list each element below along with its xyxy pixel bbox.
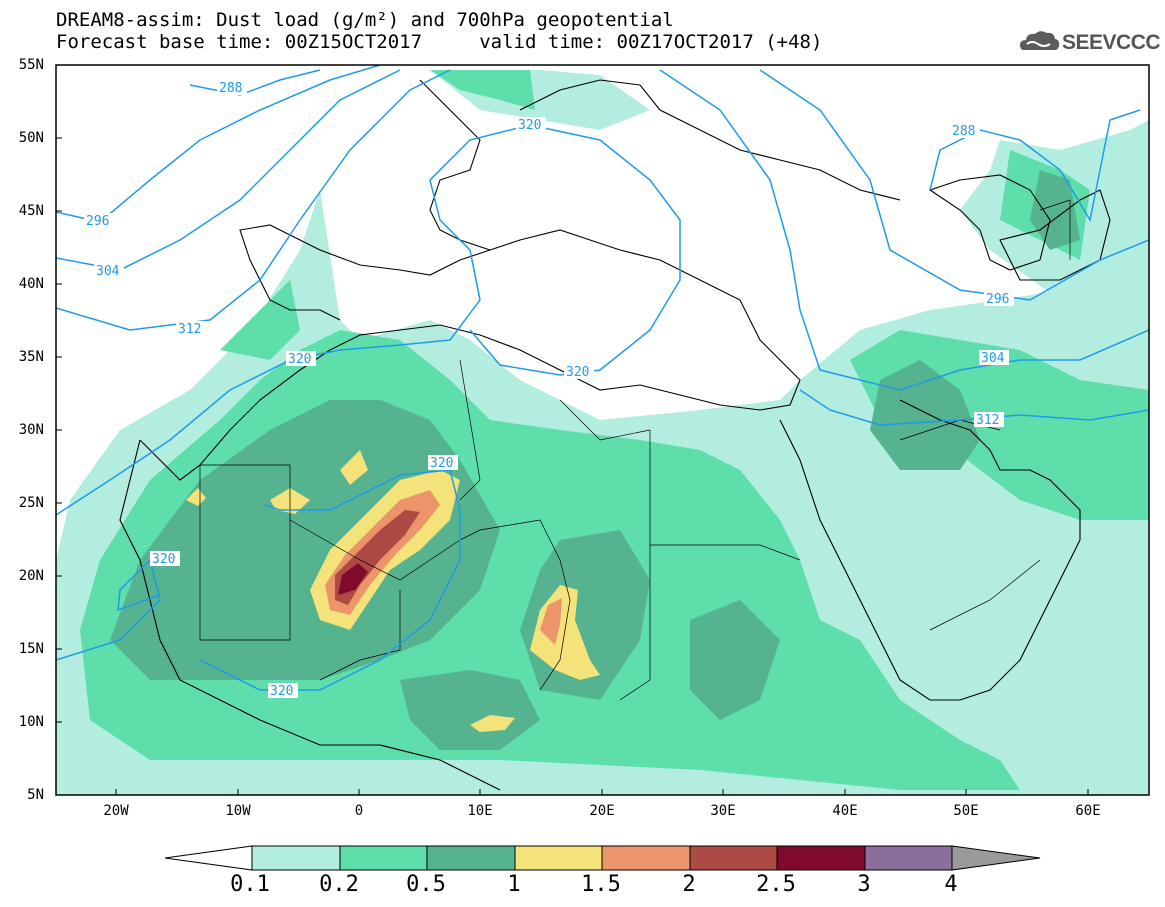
colorbar-bin [864, 845, 953, 871]
svg-text:320: 320 [288, 352, 311, 367]
contour-label-group: 288 296 304 312 320 320 320 320 320 320 … [84, 80, 1014, 699]
svg-text:320: 320 [152, 552, 175, 567]
colorbar-label: 0.5 [406, 872, 446, 897]
svg-text:288: 288 [952, 124, 975, 139]
svg-text:320: 320 [430, 456, 453, 471]
colorbar-bin [689, 845, 778, 871]
colorbar-label: 0.2 [319, 872, 359, 897]
lat-label: 50N [18, 130, 44, 146]
colorbar-label: 4 [944, 872, 958, 897]
lon-label: 40E [832, 803, 858, 819]
colorbar-bin [601, 845, 691, 871]
colorbar-label: 1.5 [581, 872, 621, 897]
lat-label: 15N [18, 641, 44, 657]
colorbar-bin [426, 845, 516, 871]
lat-label: 55N [18, 57, 44, 73]
colorbar-label: 0.1 [230, 872, 270, 897]
contour-label: 320 [516, 117, 546, 133]
colorbar-bin [514, 845, 603, 871]
contour-label: 320 [428, 455, 458, 471]
colorbar-bin [776, 845, 866, 871]
colorbar-label: 3 [857, 872, 871, 897]
lat-label: 35N [18, 349, 44, 365]
contour-label: 320 [150, 551, 180, 567]
contour-label: 304 [979, 350, 1009, 366]
svg-text:296: 296 [986, 292, 1009, 307]
contour-label: 312 [176, 321, 206, 337]
colorbar-label: 2 [682, 872, 696, 897]
lat-label: 5N [27, 787, 44, 803]
colorbar-arrow-low [164, 845, 253, 871]
contour-label: 288 [950, 123, 980, 139]
svg-text:320: 320 [518, 118, 541, 133]
lon-label: 20W [103, 803, 129, 819]
border-lines [199, 199, 1071, 701]
contour-label: 304 [94, 263, 124, 279]
contour-label: 320 [286, 351, 316, 367]
colorbar-arrow-high [951, 845, 1041, 871]
contour-label: 296 [84, 213, 114, 229]
contour-label: 288 [217, 80, 247, 96]
lat-label: 45N [18, 203, 44, 219]
lon-label: 0 [354, 803, 364, 819]
lat-label: 25N [18, 495, 44, 511]
svg-text:296: 296 [86, 214, 109, 229]
svg-text:320: 320 [566, 365, 589, 380]
colorbar-bin [251, 845, 341, 871]
lon-label: 50E [953, 803, 979, 819]
lon-label: 60E [1075, 803, 1101, 819]
contour-label: 320 [564, 364, 594, 380]
contour-label: 296 [984, 291, 1014, 307]
dust-layer-maroon [338, 563, 368, 595]
lon-label: 30E [710, 803, 736, 819]
lat-label: 40N [18, 276, 44, 292]
lon-label: 10W [225, 803, 251, 819]
coastline-lines [119, 79, 1111, 791]
lon-label: 20E [589, 803, 615, 819]
lon-label: 10E [467, 803, 493, 819]
map-title: DREAM8-assim: Dust load (g/m²) and 700hP… [56, 9, 674, 31]
svg-text:312: 312 [976, 413, 999, 428]
contour-label: 320 [268, 683, 298, 699]
colorbar-label: 1 [507, 872, 521, 897]
axis-ticks [56, 64, 1089, 796]
colorbar-bin [339, 845, 428, 871]
colorbar-label: 2.5 [756, 872, 796, 897]
svg-text:320: 320 [270, 684, 293, 699]
map-subtitle: Forecast base time: 00Z15OCT2017 valid t… [56, 31, 823, 53]
svg-text:304: 304 [981, 351, 1005, 366]
logo-text: SEEVCCC [1062, 31, 1161, 54]
lat-label: 10N [18, 714, 44, 730]
cloud-logo-icon [1020, 31, 1060, 50]
svg-text:312: 312 [178, 322, 201, 337]
colorbar [164, 845, 1041, 871]
svg-text:304: 304 [96, 264, 120, 279]
lat-label: 20N [18, 568, 44, 584]
svg-text:288: 288 [219, 81, 242, 96]
contour-label: 312 [974, 412, 1004, 428]
lat-label: 30N [18, 422, 44, 438]
